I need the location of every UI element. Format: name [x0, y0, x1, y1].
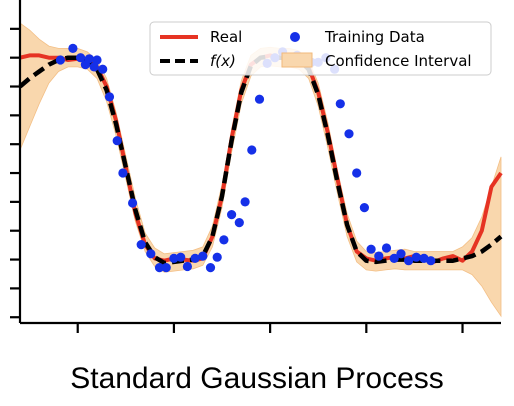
training-point: [227, 210, 237, 220]
training-point: [55, 55, 65, 65]
legend-training-swatch: [290, 32, 300, 42]
training-point: [128, 198, 138, 208]
confidence-interval-band: [19, 22, 502, 318]
training-point: [161, 263, 171, 273]
training-point: [374, 251, 384, 261]
legend-training-label: Training Data: [324, 28, 425, 46]
training-point: [254, 94, 265, 104]
training-point: [404, 256, 414, 266]
legend: Real f(x) Training Data Confidence Inter…: [149, 21, 492, 76]
training-point: [176, 252, 186, 262]
legend-real-label: Real: [210, 28, 242, 46]
fx-mean-line: [18, 54, 503, 266]
training-point: [396, 249, 406, 259]
training-point: [240, 197, 250, 207]
legend-ci-swatch: [281, 52, 313, 68]
training-point: [118, 168, 128, 178]
training-point: [98, 64, 108, 74]
gp-chart: Real f(x) Training Data Confidence Inter…: [10, 0, 503, 333]
training-point: [411, 252, 421, 262]
training-point: [381, 243, 392, 253]
training-point: [344, 129, 354, 139]
training-point: [335, 99, 345, 109]
training-point: [136, 240, 146, 250]
training-point: [389, 253, 399, 263]
training-point: [234, 218, 244, 228]
training-point: [146, 249, 156, 259]
training-point: [104, 92, 115, 102]
training-point: [169, 253, 179, 263]
series-lines: [18, 53, 503, 266]
legend-ci-label: Confidence Interval: [325, 52, 472, 70]
training-point: [352, 168, 362, 178]
legend-fx-label: f(x): [210, 52, 236, 70]
training-point: [190, 253, 200, 263]
training-point: [92, 55, 102, 65]
training-point: [68, 43, 78, 54]
training-point: [76, 53, 86, 63]
training-point: [84, 54, 94, 64]
training-point: [198, 251, 208, 261]
training-point: [219, 235, 229, 245]
training-point: [205, 263, 216, 273]
training-point: [154, 263, 165, 273]
training-point: [426, 256, 436, 266]
real-line: [19, 53, 503, 264]
training-point: [366, 244, 376, 254]
training-point: [112, 136, 122, 146]
training-point: [212, 252, 222, 262]
confidence-interval-area: [19, 22, 502, 318]
chart-caption: Standard Gaussian Process: [70, 362, 444, 395]
axes: [10, 0, 501, 333]
training-point: [89, 62, 99, 72]
training-point: [247, 145, 257, 155]
training-point: [359, 203, 369, 213]
legend-box: [149, 21, 492, 76]
training-point: [182, 261, 192, 272]
